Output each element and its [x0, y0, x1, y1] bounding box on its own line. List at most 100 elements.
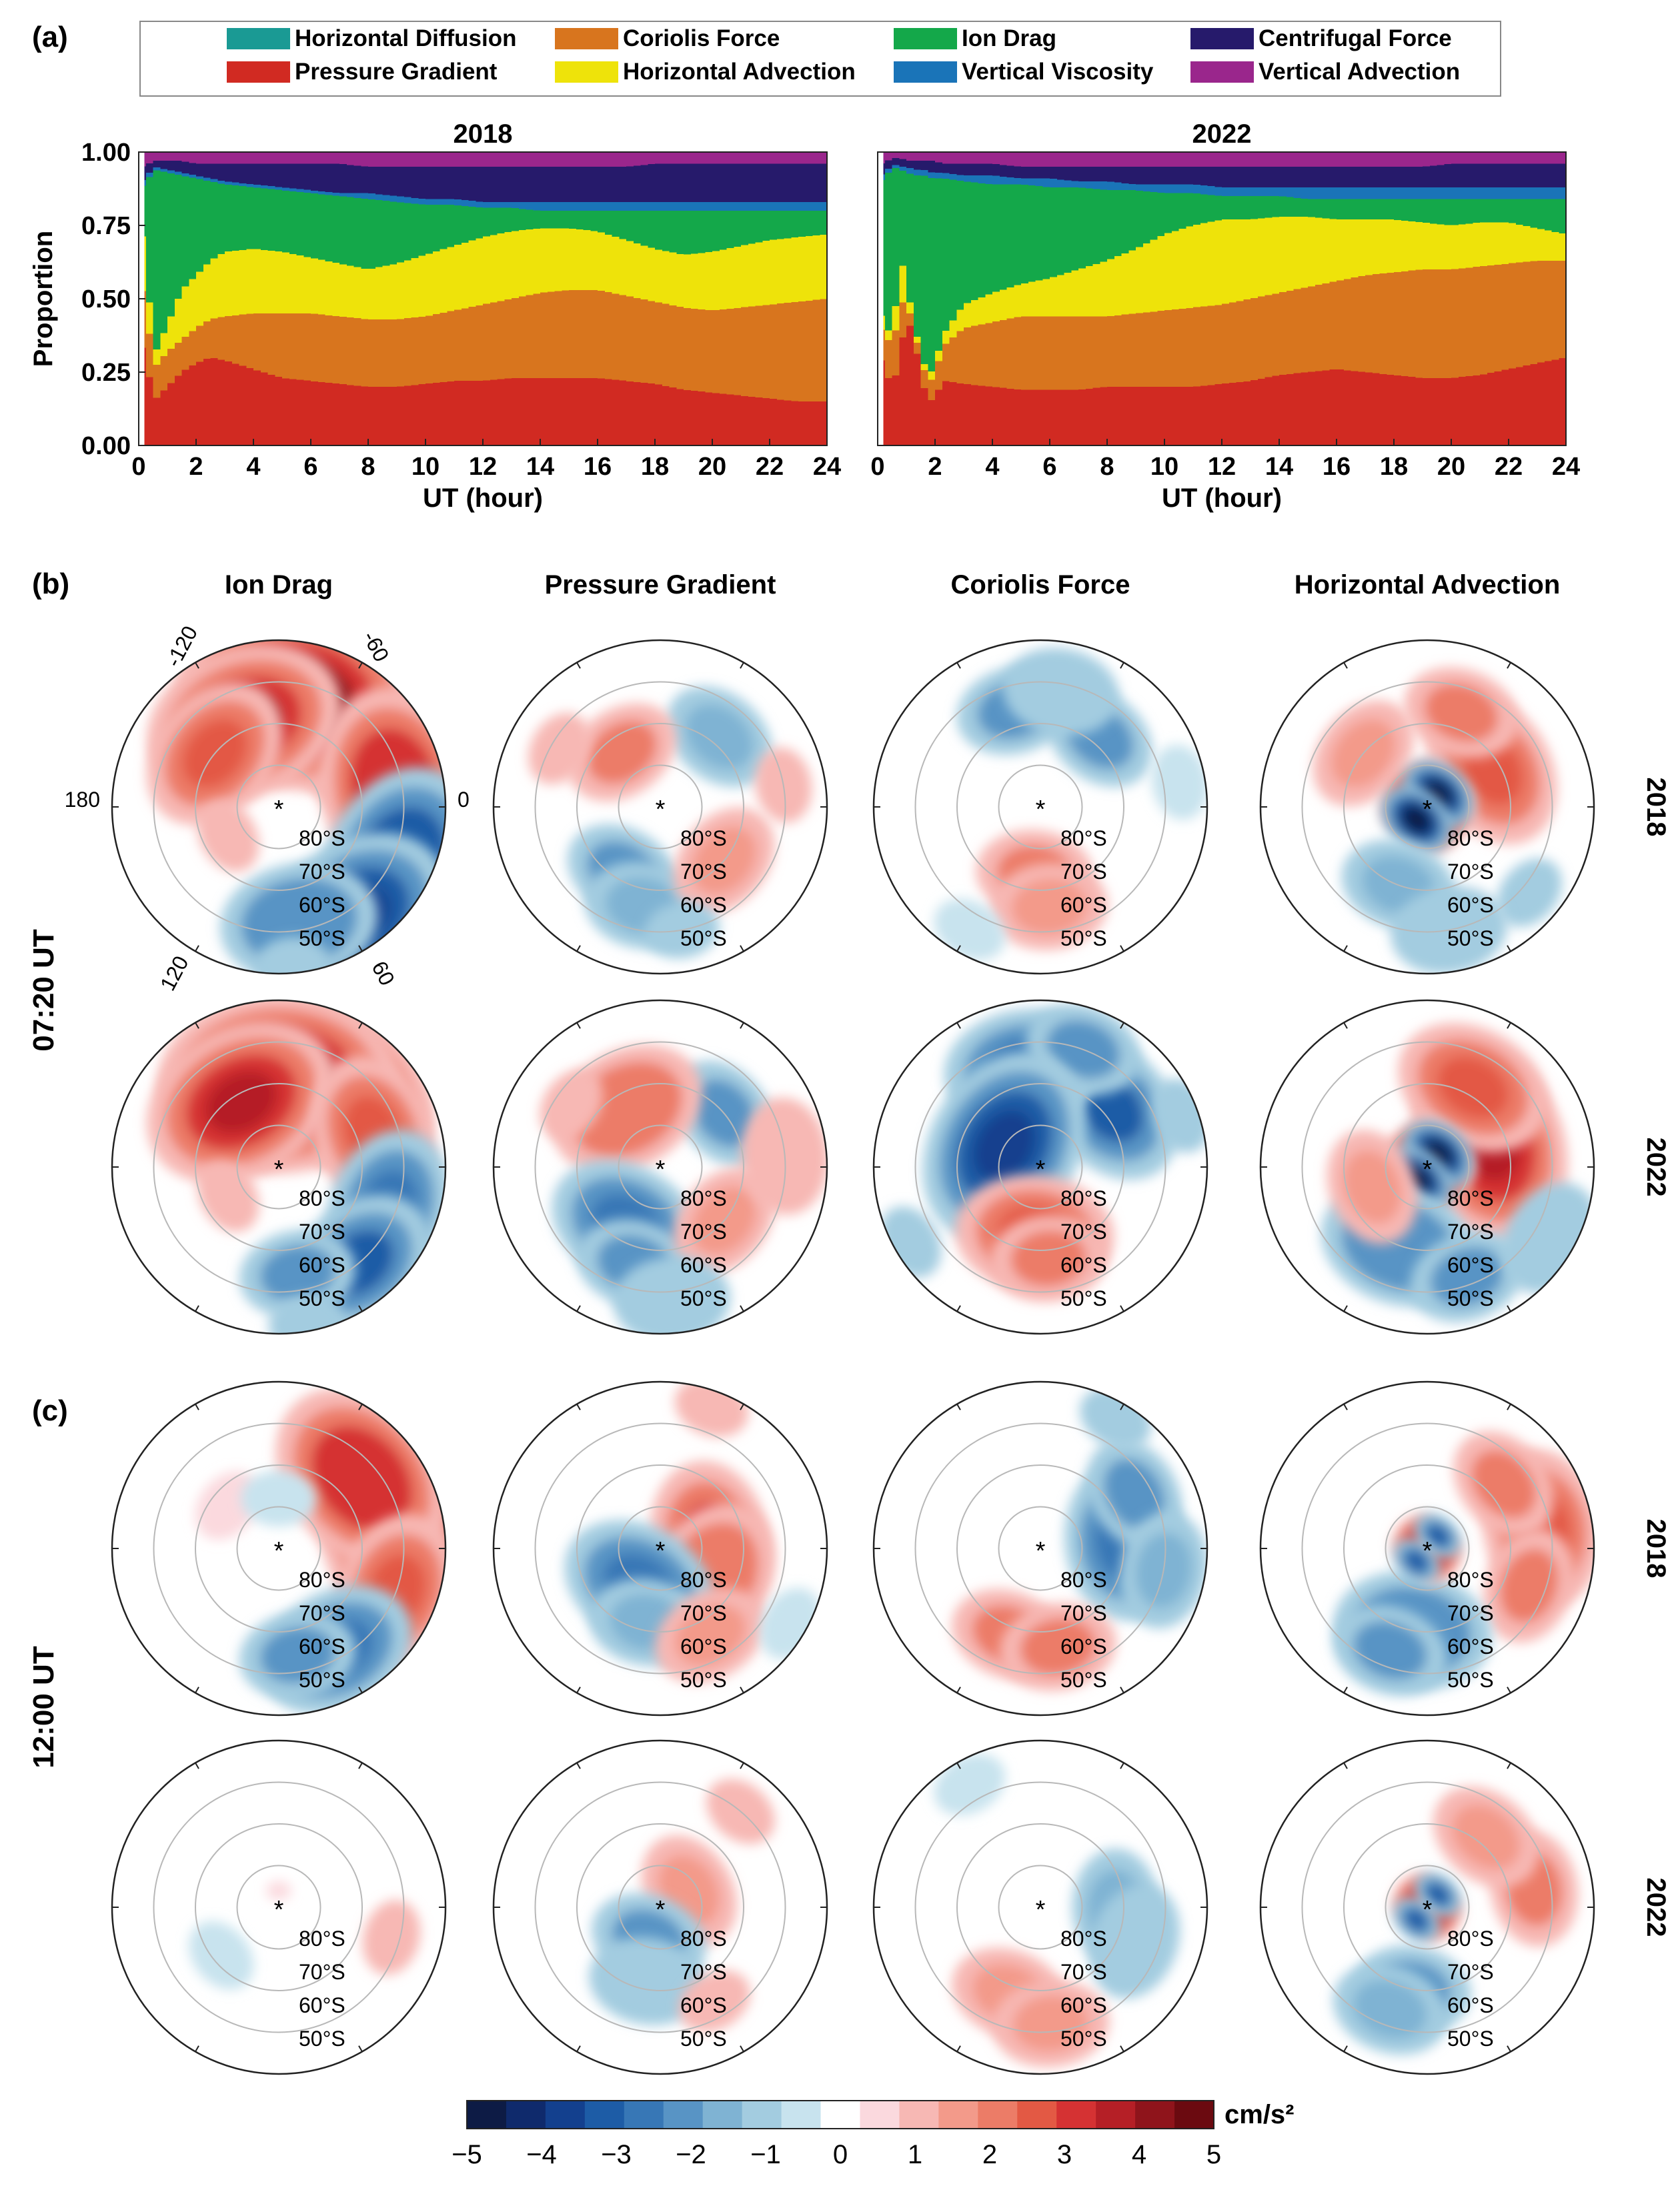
latitude-label-70-s: 70°S: [1447, 860, 1494, 884]
latitude-circle: [1301, 1041, 1553, 1293]
colorbar-swatch: [820, 2101, 860, 2129]
latitude-circle: [998, 1506, 1083, 1591]
pole-marker: *: [1423, 1896, 1433, 1924]
contour-level: [1405, 1909, 1428, 1931]
year-label-0720-2018: 2018: [1641, 778, 1670, 837]
longitude-tick: [1507, 1763, 1511, 1769]
longitude-tick: [358, 1763, 363, 1769]
latitude-circle: [195, 723, 363, 891]
latitude-circle: [1343, 1823, 1511, 1991]
latitude-label-80-s: 80°S: [299, 1927, 345, 1951]
y-tick-label: 0.25: [81, 359, 131, 387]
panel-label-a: (a): [32, 21, 68, 53]
polar-panel-r3-c0: * 80°S 70°S 60°S 50°S: [111, 1739, 447, 2075]
area-band-vertical-advection: [883, 152, 1566, 167]
x-tick-label: 18: [1380, 453, 1408, 481]
latitude-label-70-s: 70°S: [1060, 1220, 1107, 1244]
x-tick-label: 6: [1042, 453, 1056, 481]
contour-level: [1011, 878, 1087, 935]
latitude-label-70-s: 70°S: [299, 860, 345, 884]
pole-marker: *: [274, 796, 284, 824]
latitude-circle: [914, 1041, 1166, 1293]
contour-level: [1353, 1620, 1427, 1680]
contour-level: [1427, 1524, 1450, 1547]
longitude-tick: [358, 2045, 363, 2052]
area-band-ion-drag: [883, 167, 1566, 371]
longitude-tick: [358, 662, 363, 669]
latitude-label-70-s: 70°S: [680, 1220, 727, 1244]
area-band-horizontal-advection: [883, 216, 1566, 380]
colorbar-unit: cm/s²: [1224, 2100, 1295, 2129]
longitude-tick: [740, 1022, 744, 1029]
longitude-tick: [1507, 1022, 1511, 1029]
contour-level: [934, 898, 1006, 961]
latitude-label-60-s: 60°S: [1060, 1253, 1107, 1277]
latitude-label-70-s: 70°S: [299, 1960, 345, 1984]
colorbar-tick-label: 1: [908, 2140, 922, 2169]
longitude-tick: [1507, 945, 1511, 952]
x-tick-label: 10: [411, 453, 440, 481]
contour-blob: [999, 1602, 1116, 1691]
polar-panel-r1-c3: * 80°S 70°S 60°S 50°S: [1259, 999, 1595, 1335]
panel-label-c: (c): [32, 1394, 68, 1427]
pole-marker: *: [656, 1537, 666, 1565]
colorbar-swatch: [663, 2101, 704, 2129]
longitude-tick: [1343, 662, 1348, 669]
longitude-tick: [740, 662, 744, 669]
area-band-vertical-advection: [144, 152, 828, 167]
pole-marker: *: [274, 1896, 284, 1924]
latitude-circle: [153, 681, 405, 933]
latitude-circle: [1343, 723, 1511, 891]
contour-blob: [934, 1753, 1006, 1816]
longitude-label-60: 60: [367, 957, 399, 989]
longitude-tick: [956, 1763, 961, 1769]
longitude-tick: [956, 945, 961, 952]
polar-panel-r3-c2: * 80°S 70°S 60°S 50°S: [872, 1739, 1208, 2075]
latitude-label-50-s: 50°S: [680, 1668, 727, 1692]
latitude-label-70-s: 70°S: [1447, 1601, 1494, 1625]
colorbar-swatch: [1174, 2101, 1214, 2129]
latitude-circle: [914, 1781, 1166, 2033]
longitude-tick: [1343, 1687, 1348, 1693]
area-band-vertical-viscosity: [144, 167, 828, 211]
panel-label-b: (b): [32, 568, 69, 600]
contour-blob: [239, 1230, 356, 1318]
contour-level: [1427, 1883, 1450, 1906]
area-band-centrifugal-force: [883, 157, 1566, 187]
colorbar-swatch: [978, 2101, 1018, 2129]
pole-marker: *: [656, 1896, 666, 1924]
colorbar-swatch: [1096, 2101, 1136, 2129]
contour-level: [259, 1626, 335, 1684]
latitude-label-50-s: 50°S: [299, 1286, 345, 1310]
latitude-circle: [153, 1041, 405, 1293]
latitude-label-50-s: 50°S: [680, 926, 727, 950]
longitude-label-60: -60: [358, 627, 393, 666]
latitude-label-60-s: 60°S: [1060, 893, 1107, 917]
legend: Horizontal Diffusion Coriolis Force Ion Dr…: [139, 21, 1501, 97]
longitude-tick: [576, 2045, 581, 2052]
column-header-pressure-gradient: Pressure Gradient: [545, 570, 776, 600]
contour-blob: [528, 713, 590, 784]
latitude-label-50-s: 50°S: [1447, 926, 1494, 950]
longitude-tick: [740, 2045, 744, 2052]
latitude-circle: [618, 1506, 703, 1591]
latitude-label-50-s: 50°S: [1060, 1668, 1107, 1692]
contour-blob: [1410, 1231, 1525, 1322]
contour-level: [1452, 1805, 1521, 1870]
polar-panel-r0-c1: * 80°S 70°S 60°S 50°S: [492, 639, 828, 975]
x-axis-label: UT (hour): [423, 483, 543, 513]
longitude-tick: [1120, 2045, 1124, 2052]
legend-label-coriolis-force: Coriolis Force: [623, 25, 780, 51]
colorbar-swatch: [467, 2101, 507, 2129]
colorbar-tick-label: 3: [1057, 2140, 1072, 2169]
x-tick-label: 22: [1495, 453, 1523, 481]
longitude-tick: [740, 1763, 744, 1769]
longitude-tick: [1120, 945, 1124, 952]
latitude-circle: [1385, 764, 1470, 850]
contour-level: [362, 1900, 421, 1975]
colorbar-tick-label: −4: [526, 2140, 557, 2169]
latitude-label-60-s: 60°S: [299, 1253, 345, 1277]
contour-blob: [189, 1921, 254, 1990]
latitude-label-80-s: 80°S: [680, 826, 727, 850]
